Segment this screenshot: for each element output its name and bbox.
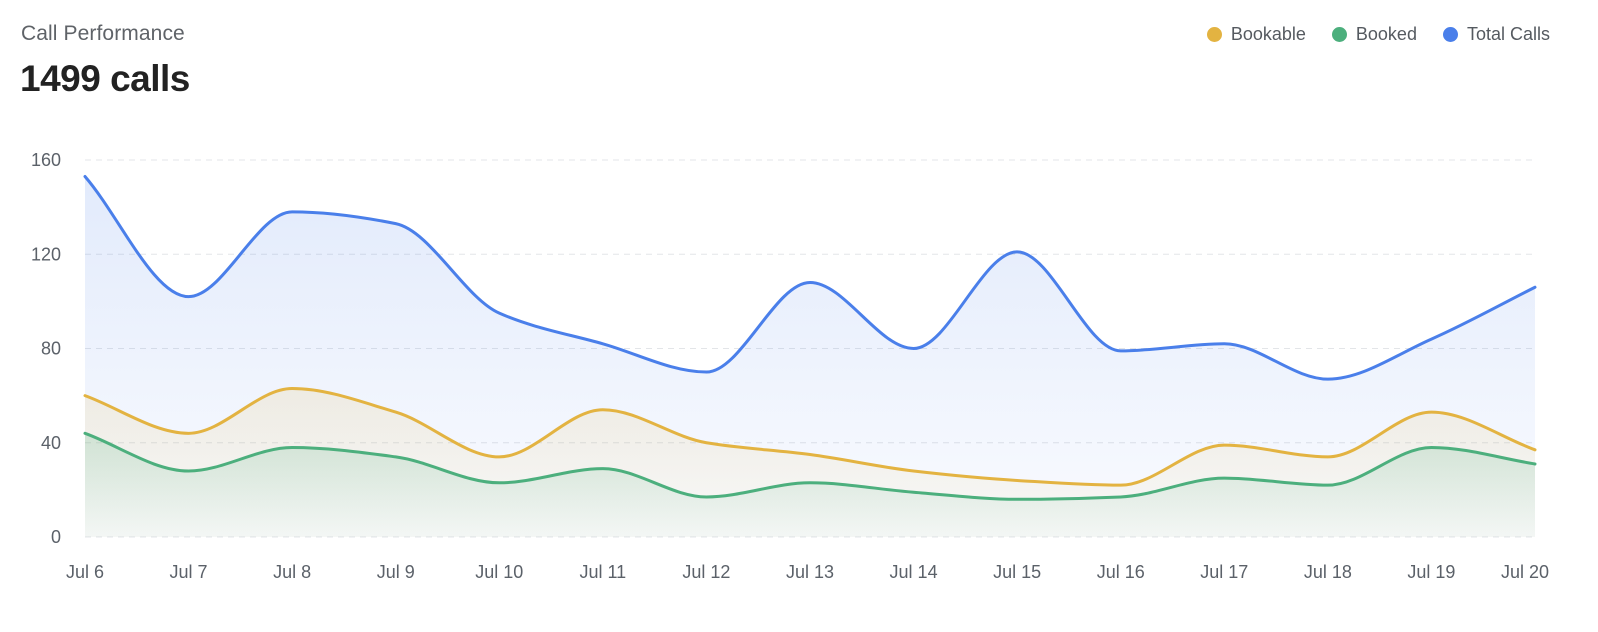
y-tick-label: 80 — [41, 339, 61, 359]
y-tick-label: 120 — [31, 244, 61, 264]
legend-dot-total-calls — [1442, 27, 1458, 42]
x-tick-label: Jul 8 — [273, 562, 311, 582]
x-tick-label: Jul 20 — [1501, 562, 1549, 582]
x-tick-label: Jul 7 — [170, 562, 208, 582]
x-tick-label: Jul 13 — [786, 562, 834, 582]
x-tick-label: Jul 6 — [66, 562, 104, 582]
legend-label-booked: Booked — [1355, 24, 1417, 44]
legend-dot-booked — [1331, 27, 1347, 42]
legend-label-total-calls: Total Calls — [1466, 24, 1550, 44]
chart-legend: Bookable Booked Total Calls — [1206, 24, 1550, 45]
y-tick-label: 160 — [31, 150, 61, 170]
x-tick-label: Jul 17 — [1200, 562, 1248, 582]
line-bookable[interactable] — [83, 387, 1537, 487]
y-tick-label: 0 — [51, 527, 61, 547]
x-tick-label: Jul 11 — [580, 562, 627, 582]
x-tick-label: Jul 18 — [1304, 562, 1352, 582]
legend-item-booked[interactable]: Booked — [1331, 24, 1417, 45]
legend-item-bookable[interactable]: Bookable — [1206, 24, 1306, 45]
x-tick-label: Jul 16 — [1097, 562, 1145, 582]
legend-dot-bookable — [1206, 27, 1222, 42]
legend-label-bookable: Bookable — [1230, 24, 1306, 44]
y-tick-label: 40 — [41, 433, 61, 453]
chart-subtitle: Call Performance — [21, 22, 185, 45]
x-tick-label: Jul 10 — [475, 562, 523, 582]
total-calls-headline: 1499 calls — [20, 58, 190, 99]
legend-item-total-calls[interactable]: Total Calls — [1442, 24, 1550, 45]
x-tick-label: Jul 14 — [890, 562, 938, 582]
x-tick-label: Jul 15 — [993, 562, 1041, 582]
area-booked — [85, 433, 1535, 537]
x-tick-label: Jul 12 — [682, 562, 730, 582]
line-total-calls[interactable] — [83, 174, 1537, 381]
line-booked[interactable] — [83, 431, 1537, 501]
x-tick-label: Jul 9 — [377, 562, 415, 582]
x-tick-label: Jul 19 — [1407, 562, 1455, 582]
